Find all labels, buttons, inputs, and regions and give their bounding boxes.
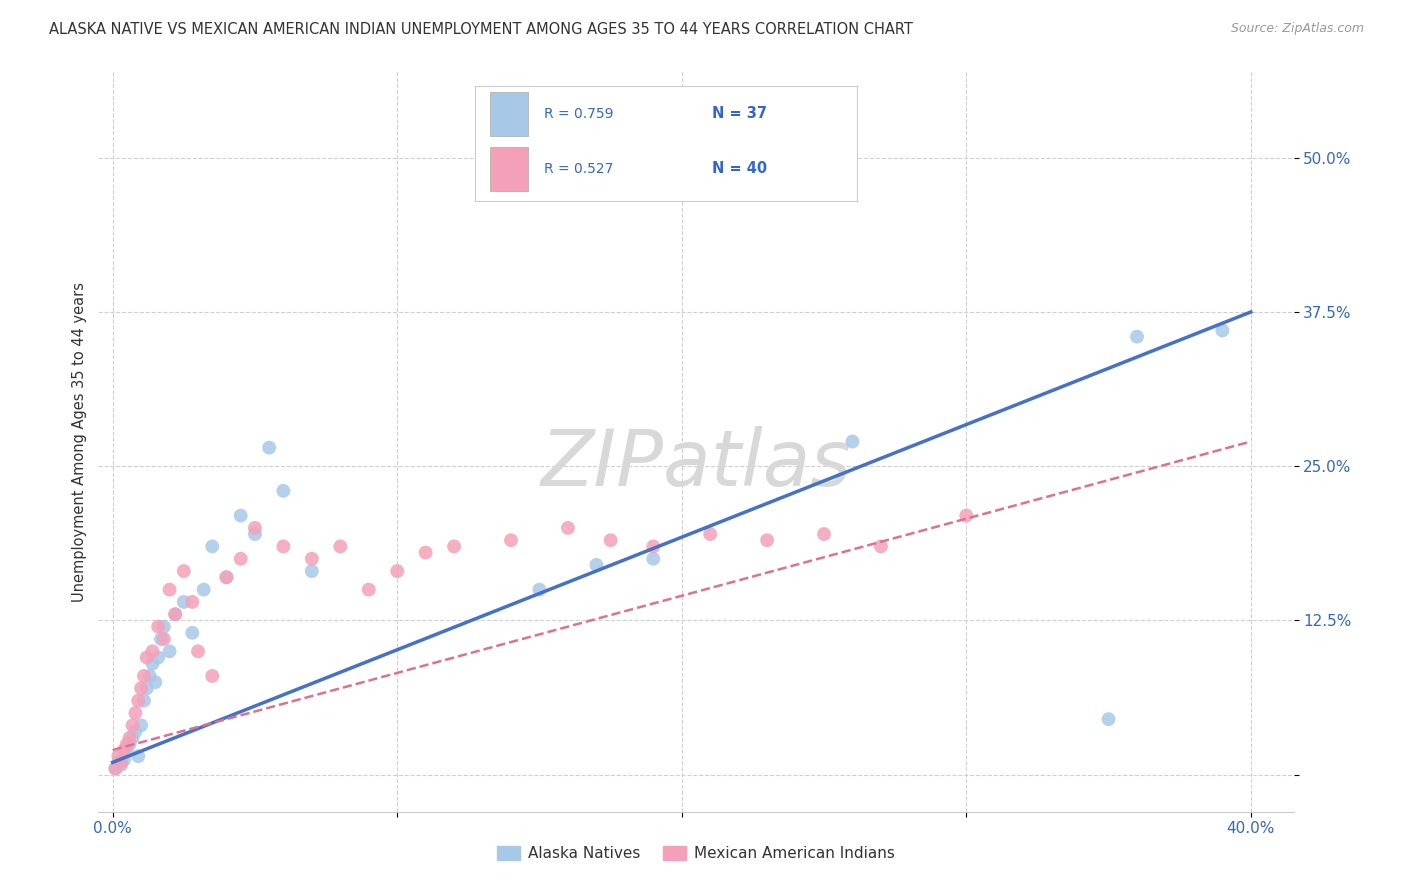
Point	[243, 527, 266, 541]
Point	[193, 582, 215, 597]
Point	[329, 540, 352, 554]
Point	[153, 619, 176, 633]
Point	[107, 756, 129, 770]
Point	[415, 546, 437, 560]
Text: ZIPatlas: ZIPatlas	[540, 425, 852, 502]
Point	[1126, 329, 1149, 343]
Point	[150, 632, 173, 646]
Point	[841, 434, 863, 449]
Point	[135, 650, 157, 665]
Y-axis label: Unemployment Among Ages 35 to 44 years: Unemployment Among Ages 35 to 44 years	[72, 282, 87, 601]
Point	[229, 508, 252, 523]
Point	[129, 718, 152, 732]
Point	[118, 737, 141, 751]
Point	[756, 533, 779, 548]
Point	[499, 533, 522, 548]
Point	[148, 619, 170, 633]
Point	[135, 681, 157, 696]
Point	[121, 731, 143, 745]
Point	[104, 762, 127, 776]
Point	[229, 551, 252, 566]
Point	[124, 724, 146, 739]
Point	[201, 669, 224, 683]
Point	[107, 749, 129, 764]
Point	[599, 533, 621, 548]
Point	[129, 681, 152, 696]
Point	[104, 762, 127, 776]
Point	[118, 731, 141, 745]
Point	[141, 657, 163, 671]
Point	[148, 650, 170, 665]
Point	[159, 582, 181, 597]
Point	[165, 607, 187, 622]
Point	[529, 582, 551, 597]
Point	[187, 644, 209, 658]
Point	[643, 540, 665, 554]
Point	[243, 521, 266, 535]
Point	[110, 756, 132, 770]
Point	[215, 570, 238, 584]
Point	[357, 582, 380, 597]
Point	[273, 540, 295, 554]
Point	[127, 694, 149, 708]
Point	[165, 607, 187, 622]
Point	[173, 595, 195, 609]
Point	[273, 483, 295, 498]
Point	[301, 564, 323, 578]
Point	[643, 551, 665, 566]
Point	[585, 558, 607, 572]
Point	[870, 540, 893, 554]
Point	[301, 551, 323, 566]
Point	[141, 644, 163, 658]
Legend: Alaska Natives, Mexican American Indians: Alaska Natives, Mexican American Indians	[491, 839, 901, 867]
Point	[813, 527, 835, 541]
Point	[138, 669, 160, 683]
Point	[181, 625, 204, 640]
Point	[557, 521, 579, 535]
Point	[110, 757, 132, 772]
Point	[127, 749, 149, 764]
Text: ALASKA NATIVE VS MEXICAN AMERICAN INDIAN UNEMPLOYMENT AMONG AGES 35 TO 44 YEARS : ALASKA NATIVE VS MEXICAN AMERICAN INDIAN…	[49, 22, 912, 37]
Point	[143, 675, 166, 690]
Text: Source: ZipAtlas.com: Source: ZipAtlas.com	[1230, 22, 1364, 36]
Point	[115, 737, 138, 751]
Point	[181, 595, 204, 609]
Point	[443, 540, 465, 554]
Point	[173, 564, 195, 578]
Point	[112, 753, 135, 767]
Point	[153, 632, 176, 646]
Point	[1097, 712, 1119, 726]
Point	[385, 564, 409, 578]
Point	[699, 527, 721, 541]
Point	[132, 694, 155, 708]
Point	[257, 441, 280, 455]
Point	[201, 540, 224, 554]
Point	[112, 743, 135, 757]
Point	[1211, 324, 1233, 338]
Point	[159, 644, 181, 658]
Point	[121, 718, 143, 732]
Point	[215, 570, 238, 584]
Point	[132, 669, 155, 683]
Point	[955, 508, 977, 523]
Point	[124, 706, 146, 720]
Point	[115, 743, 138, 757]
